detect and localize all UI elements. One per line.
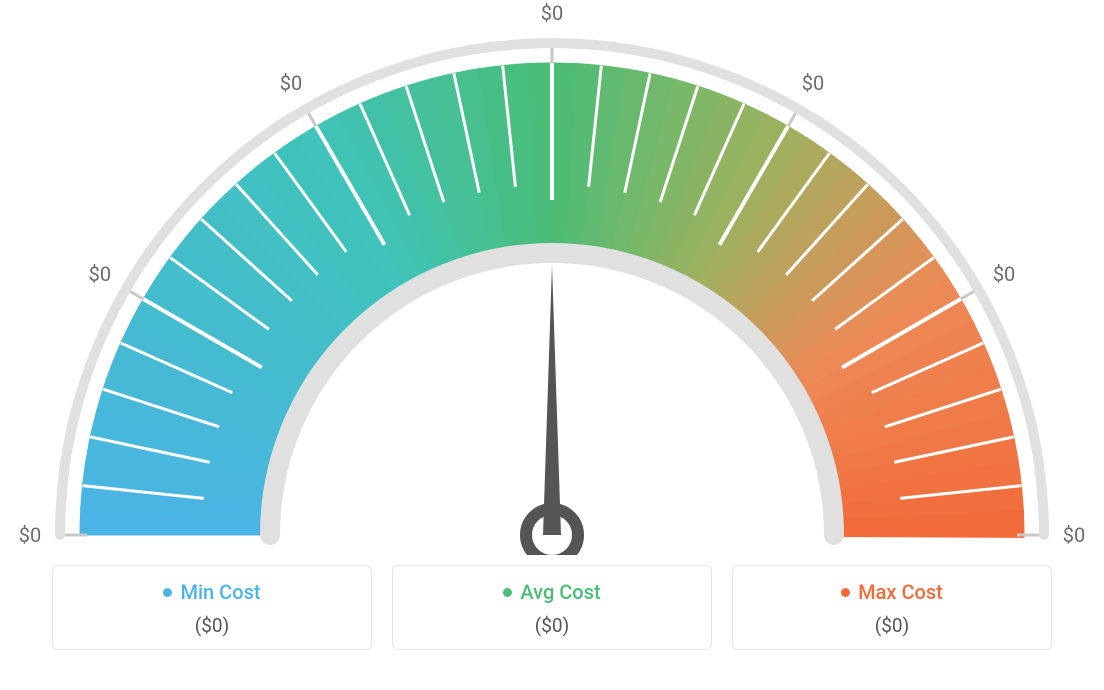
gauge-tick-label: $0	[19, 523, 41, 547]
legend-title-max: Max Cost	[841, 580, 943, 604]
gauge-tick-label: $0	[1063, 523, 1085, 547]
legend-value-min: ($0)	[53, 614, 371, 637]
legend-value-avg: ($0)	[393, 614, 711, 637]
gauge-tick-label: $0	[993, 262, 1015, 286]
legend-card-max: Max Cost ($0)	[732, 565, 1052, 650]
legend-dot-avg	[503, 588, 512, 597]
legend-dot-max	[841, 588, 850, 597]
legend-dot-min	[163, 588, 172, 597]
gauge-chart: $0 $0 $0 $0 $0 $0 $0	[0, 0, 1104, 555]
gauge-tick-label: $0	[89, 262, 111, 286]
legend-label-max: Max Cost	[858, 580, 943, 604]
legend-card-min: Min Cost ($0)	[52, 565, 372, 650]
legend-value-max: ($0)	[733, 614, 1051, 637]
legend-label-avg: Avg Cost	[520, 580, 600, 604]
legend-row: Min Cost ($0) Avg Cost ($0) Max Cost ($0…	[0, 565, 1104, 650]
gauge-svg	[0, 0, 1104, 555]
legend-title-avg: Avg Cost	[503, 580, 600, 604]
gauge-tick-label: $0	[802, 71, 824, 95]
legend-card-avg: Avg Cost ($0)	[392, 565, 712, 650]
gauge-tick-label: $0	[541, 1, 563, 25]
legend-label-min: Min Cost	[180, 580, 260, 604]
legend-title-min: Min Cost	[163, 580, 260, 604]
gauge-tick-label: $0	[280, 71, 302, 95]
